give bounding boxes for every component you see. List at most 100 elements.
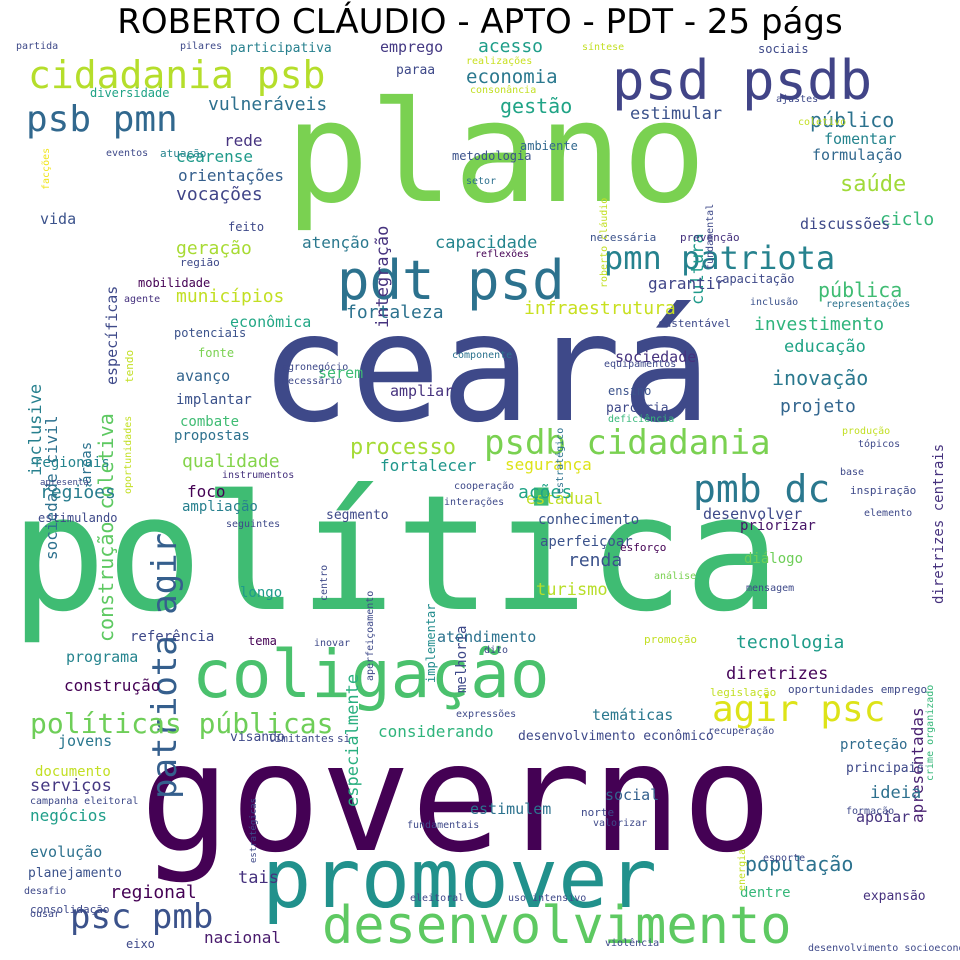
word-172: expressões bbox=[456, 709, 517, 720]
word-152: instrumentos bbox=[222, 470, 295, 481]
word-75: desenvolver bbox=[703, 505, 803, 523]
word-166: inovar bbox=[314, 638, 351, 649]
word-29: fomentar bbox=[824, 130, 897, 148]
word-16: agir psc bbox=[712, 689, 886, 730]
word-23: acesso bbox=[478, 36, 544, 57]
word-148: partida bbox=[16, 41, 59, 52]
word-71: ampliar bbox=[390, 382, 454, 400]
word-18: construção coletiva bbox=[94, 413, 118, 642]
word-40: rede bbox=[224, 131, 263, 150]
word-136: representações bbox=[826, 299, 911, 310]
word-89: programa bbox=[66, 648, 139, 666]
word-171: crime organizado bbox=[925, 684, 936, 781]
word-192: consolidação bbox=[30, 903, 110, 916]
word-164: mensagem bbox=[746, 583, 795, 594]
word-103: proteção bbox=[840, 737, 908, 753]
word-97: regional bbox=[110, 882, 197, 903]
word-17: psc pmb bbox=[70, 897, 214, 937]
word-188: valorizar bbox=[593, 818, 648, 829]
word-2: ceará bbox=[260, 282, 712, 456]
word-107: população bbox=[745, 852, 854, 876]
word-65: regionais bbox=[34, 455, 110, 471]
word-169: legislação bbox=[710, 686, 777, 699]
word-165: dito bbox=[484, 645, 509, 656]
word-50: econômica bbox=[230, 313, 312, 331]
word-168: tema bbox=[248, 634, 277, 648]
word-90: construção bbox=[64, 676, 161, 695]
word-73: turismo bbox=[536, 580, 608, 600]
word-147: pilares bbox=[180, 41, 223, 52]
word-58: estadual bbox=[526, 489, 604, 508]
word-130: deficiência bbox=[608, 414, 675, 425]
word-51: investimento bbox=[754, 314, 885, 335]
word-114: metodologia bbox=[452, 149, 532, 163]
word-151: tendo bbox=[123, 349, 136, 383]
word-36: geração bbox=[176, 238, 252, 259]
word-61: foco bbox=[187, 482, 226, 501]
word-117: paraa bbox=[396, 63, 436, 78]
word-187: norte bbox=[581, 806, 615, 819]
word-184: estratégicas bbox=[249, 797, 259, 863]
word-162: esforço bbox=[620, 541, 667, 554]
word-177: recuperação bbox=[708, 726, 775, 737]
word-72: renda bbox=[568, 550, 623, 571]
word-32: discussões bbox=[800, 215, 891, 233]
word-176: desenvolvimento econômico bbox=[518, 729, 714, 744]
word-64: regiões bbox=[40, 482, 116, 503]
word-93: serviços bbox=[30, 776, 112, 796]
word-194: uso intensivo bbox=[508, 893, 587, 904]
word-125: necessário bbox=[282, 376, 343, 387]
word-68: combate bbox=[180, 414, 240, 430]
word-111: diversidade bbox=[90, 86, 170, 100]
word-145: realizações bbox=[466, 56, 533, 67]
word-124: agronegócio bbox=[282, 362, 349, 373]
word-80: tecnologia bbox=[736, 632, 845, 653]
word-127: equipamentos bbox=[604, 359, 677, 370]
word-54: projeto bbox=[780, 396, 856, 417]
word-197: violência bbox=[605, 938, 660, 949]
word-156: cooperação bbox=[454, 481, 515, 492]
word-146: consonância bbox=[470, 85, 537, 96]
word-6: desenvolvimento bbox=[322, 896, 792, 956]
word-115: setor bbox=[466, 176, 497, 187]
word-137: sustentável bbox=[658, 317, 731, 330]
word-33: capacidade bbox=[435, 233, 538, 253]
word-30: formulação bbox=[812, 146, 903, 164]
word-173: limitantes bbox=[268, 732, 335, 745]
word-34: atenção bbox=[302, 233, 370, 252]
word-37: vocações bbox=[176, 184, 263, 205]
word-120: mobilidade bbox=[138, 276, 211, 290]
word-112: eventos bbox=[106, 148, 149, 159]
word-56: processo bbox=[350, 435, 456, 460]
word-47: garantir bbox=[648, 274, 726, 293]
word-132: prevenção bbox=[680, 231, 740, 244]
word-62: ações bbox=[518, 482, 573, 503]
word-49: fortaleza bbox=[346, 302, 444, 323]
word-4: promover bbox=[262, 832, 657, 927]
word-99: nacional bbox=[204, 928, 282, 947]
word-76: priorizar bbox=[740, 518, 816, 534]
word-82: temáticas bbox=[592, 706, 674, 724]
word-48: infraestrutura bbox=[524, 298, 676, 319]
word-12: psdb cidadania bbox=[484, 423, 771, 463]
word-182: elemento bbox=[864, 508, 913, 519]
word-20: público bbox=[810, 108, 895, 132]
word-181: inspiração bbox=[850, 484, 917, 497]
word-31: ciclo bbox=[880, 209, 935, 230]
word-141: síntese bbox=[582, 42, 625, 53]
word-41: vida bbox=[40, 210, 77, 228]
word-123: fonte bbox=[198, 346, 235, 360]
word-55: sociedade bbox=[615, 348, 697, 366]
word-85: melhoria bbox=[454, 625, 470, 694]
word-77: diálogo bbox=[744, 551, 804, 567]
word-14: patriota agir bbox=[145, 533, 185, 800]
word-57: segurança bbox=[505, 455, 592, 474]
word-63: ampliação bbox=[182, 499, 258, 515]
word-70: implantar bbox=[176, 392, 252, 408]
word-8: psd psdb bbox=[612, 49, 873, 112]
word-138: estratégico bbox=[555, 427, 566, 494]
word-195: ousar bbox=[30, 909, 61, 920]
word-119: região bbox=[180, 256, 220, 269]
word-53: inovação bbox=[772, 366, 869, 390]
word-19: saúde bbox=[840, 172, 907, 197]
